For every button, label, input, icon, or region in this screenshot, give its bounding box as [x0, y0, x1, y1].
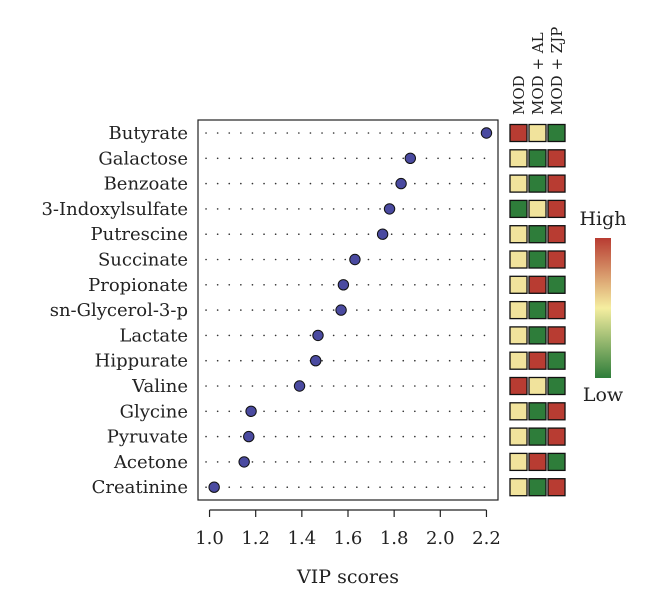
x-tick-label: 1.6 — [334, 528, 363, 549]
heatmap-cell — [528, 225, 547, 244]
metabolite-label: Butyrate — [109, 123, 188, 144]
heatmap-column-header: MOD — [510, 75, 528, 115]
heatmap-cell — [528, 452, 547, 472]
vip-point — [404, 152, 417, 165]
heatmap-cell — [509, 427, 528, 446]
heatmap-cell — [528, 275, 547, 294]
heatmap-cell — [547, 174, 566, 193]
heatmap-column-headers: MOD MOD + AL MOD + ZJP — [510, 27, 566, 115]
heatmap-cell — [528, 351, 547, 370]
vip-point — [309, 355, 322, 367]
vip-point — [245, 405, 257, 417]
vip-point — [383, 203, 396, 215]
metabolite-label: Creatinine — [92, 477, 188, 498]
heatmap-cell — [509, 326, 528, 345]
heatmap-cell — [509, 123, 528, 143]
metabolite-label: Valine — [131, 376, 188, 397]
heatmap-cell — [509, 225, 528, 244]
x-tick-label: 1.2 — [241, 528, 270, 549]
metabolite-label: 3-Indoxylsulfate — [41, 199, 188, 220]
heatmap-cell — [509, 478, 528, 497]
heatmap — [509, 123, 566, 497]
vip-point — [243, 430, 255, 443]
heatmap-cell — [547, 402, 566, 421]
metabolite-label: Benzoate — [104, 174, 188, 195]
heatmap-cell — [509, 174, 528, 193]
heatmap-cell — [547, 123, 566, 143]
x-tick-label: 2.0 — [426, 528, 455, 549]
heatmap-cell — [528, 402, 547, 421]
legend-high-label: High — [579, 208, 626, 230]
x-tick-label: 1.0 — [195, 528, 224, 549]
heatmap-cell — [547, 478, 566, 497]
x-axis-label: VIP scores — [296, 566, 399, 588]
heatmap-cell — [509, 351, 528, 370]
heatmap-cell — [547, 149, 566, 168]
heatmap-cell — [528, 174, 547, 193]
heatmap-cell — [528, 326, 547, 345]
plot-frame — [197, 119, 499, 501]
vip-point — [293, 380, 306, 392]
vip-point — [335, 304, 347, 316]
heatmap-cell — [547, 452, 566, 472]
heatmap-cell — [547, 351, 566, 370]
x-axis: 1.0 1.2 1.4 1.6 1.8 2.0 2.2 — [195, 509, 501, 549]
vip-point — [208, 481, 220, 493]
metabolite-label: Acetone — [113, 452, 188, 473]
heatmap-cell — [547, 275, 566, 294]
x-tick-label: 1.8 — [380, 528, 409, 549]
metabolite-label: Lactate — [119, 325, 188, 346]
heatmap-cell — [509, 149, 528, 168]
vip-point — [395, 177, 407, 190]
metabolite-label: Putrescine — [90, 224, 188, 245]
vip-points — [208, 127, 493, 493]
x-tick-label: 1.4 — [288, 528, 317, 549]
color-legend-bar — [595, 238, 611, 378]
metabolite-label: Pyruvate — [107, 427, 188, 448]
heatmap-cell — [509, 452, 528, 472]
legend-low-label: Low — [583, 384, 624, 406]
vip-point — [376, 228, 389, 240]
heatmap-cell — [528, 149, 547, 168]
metabolite-label: Succinate — [98, 250, 188, 271]
heatmap-cell — [509, 250, 528, 269]
heatmap-cell — [547, 225, 566, 244]
heatmap-cell — [528, 123, 547, 143]
heatmap-cell — [509, 300, 528, 320]
heatmap-cell — [528, 300, 547, 320]
vip-point — [337, 279, 350, 291]
metabolite-label: Hippurate — [95, 351, 188, 372]
heatmap-cell — [547, 376, 566, 396]
heatmap-cell — [528, 478, 547, 497]
heatmap-cell — [509, 376, 528, 396]
metabolite-label: Glycine — [120, 401, 188, 422]
x-tick-label: 2.2 — [472, 528, 501, 549]
metabolite-labels: Butyrate Galactose Benzoate 3-Indoxylsulfat… — [41, 123, 188, 498]
heatmap-cell — [547, 300, 566, 320]
heatmap-cell — [547, 250, 566, 269]
heatmap-cell — [528, 199, 547, 219]
vip-point — [238, 456, 250, 468]
heatmap-cell — [528, 376, 547, 396]
heatmap-cell — [509, 402, 528, 421]
heatmap-cell — [547, 199, 566, 219]
heatmap-column-header: MOD + ZJP — [548, 27, 566, 115]
vip-point — [312, 329, 324, 342]
metabolite-label: Galactose — [98, 148, 188, 169]
metabolite-label: sn-Glycerol-3-p — [50, 300, 188, 321]
heatmap-cell — [509, 199, 528, 219]
heatmap-cell — [547, 326, 566, 345]
vip-point — [480, 127, 493, 139]
metabolite-label: Propionate — [88, 275, 188, 296]
heatmap-cell — [509, 275, 528, 294]
heatmap-cell — [528, 427, 547, 446]
heatmap-cell — [547, 427, 566, 446]
heatmap-cell — [528, 250, 547, 269]
heatmap-column-header: MOD + AL — [529, 32, 547, 115]
vip-point — [349, 253, 361, 266]
